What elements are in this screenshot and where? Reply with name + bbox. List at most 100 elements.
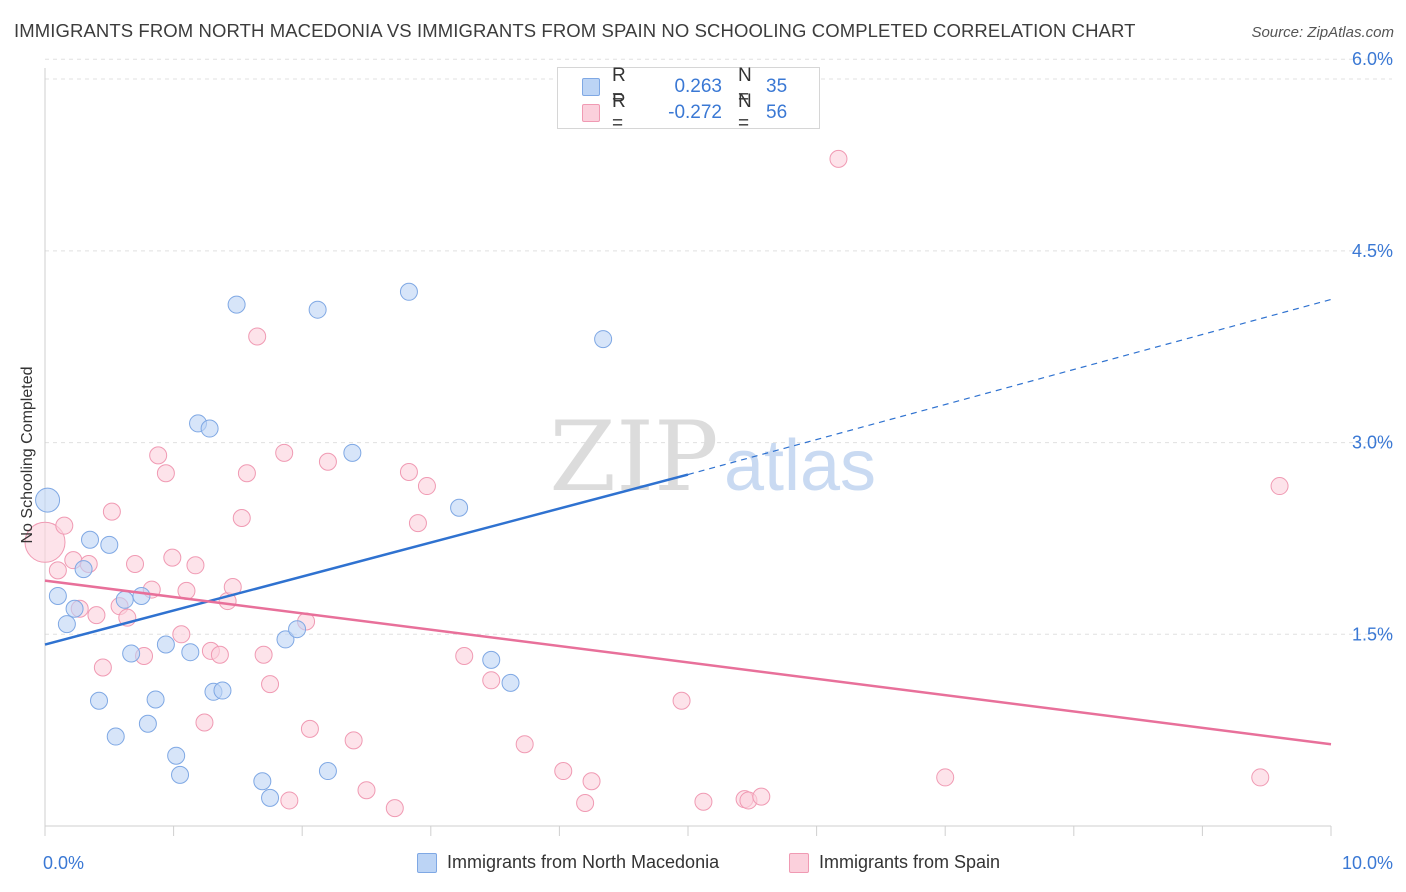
y-tick-label: 6.0% [1352,49,1393,69]
y-axis-label: No Schooling Completed [19,366,36,544]
spain-point [300,719,319,738]
spain-point [24,521,66,563]
chart-title: IMMIGRANTS FROM NORTH MACEDONIA VS IMMIG… [14,20,1136,41]
north-macedonia-point [167,746,186,765]
north-macedonia-point [90,691,109,710]
pink-swatch-icon [789,852,809,873]
blue-swatch-icon [417,852,437,873]
spain-point [156,464,175,483]
spain-point [318,452,337,471]
spain-point [936,768,955,787]
spain-point [248,327,267,346]
north-macedonia-point [122,644,141,663]
north-macedonia-point [115,590,134,609]
north-macedonia-point [171,765,190,784]
legend-item-spain: Immigrants from Spain [789,852,1000,873]
north-macedonia-trend-line [44,473,689,646]
spain-point [149,446,168,465]
r-label: R = [612,91,626,134]
spain-point [829,149,848,168]
y-tick-label: 3.0% [1352,433,1393,453]
north-macedonia-point [594,330,613,349]
north-macedonia-point [482,650,501,669]
spain-point [87,606,106,625]
watermark-zip: ZIP [549,401,718,513]
north-macedonia-point [450,498,469,517]
spain-point [385,799,404,818]
spain-point [232,509,251,528]
source-label: Source: ZipAtlas.com [1251,24,1394,41]
spain-point [280,791,299,810]
r-value: 0.263 [674,76,722,97]
north-macedonia-point [81,530,100,549]
north-macedonia-point [106,727,125,746]
legend-row-spain: R = -0.272 N = 56 [582,91,788,134]
north-macedonia-point [146,690,165,709]
spain-point [172,625,191,644]
north-macedonia-point [132,586,151,605]
spain-point [93,658,112,677]
r-label: R = [612,65,626,108]
n-value: 56 [766,102,788,123]
n-label: N = [738,65,752,108]
spain-point [752,787,771,806]
spain-point [275,443,294,462]
n-label: N = [738,91,752,134]
north-macedonia-point [399,282,418,301]
x-tick-labels: 0.0% 10.0% [43,853,1393,873]
spain-point [357,781,376,800]
spain-point [210,645,229,664]
north-macedonia-point [181,643,200,662]
legend-label: Immigrants from North Macedonia [447,852,720,872]
spain-point [186,556,205,575]
spain-point [163,548,182,567]
north-macedonia-point [74,560,93,579]
y-tick-labels: 1.5% 3.0% 4.5% 6.0% [1352,49,1393,644]
north-macedonia-point [213,681,232,700]
y-tick-label: 4.5% [1352,241,1393,261]
spain-point [455,647,474,666]
north-macedonia-point [227,295,246,314]
spain-point [55,516,74,535]
north-macedonia-point [65,599,84,618]
spain-point [554,762,573,781]
spain-point [1270,477,1289,496]
n-value: 35 [766,76,788,97]
legend-item-north-macedonia: Immigrants from North Macedonia [417,852,719,873]
correlation-legend: R = 0.263 N = 35 R = -0.272 N = 56 [557,65,820,134]
north-macedonia-point [501,673,520,692]
north-macedonia-point [261,788,280,807]
spain-point [237,464,256,483]
watermark: ZIP atlas [549,401,876,513]
spain-trend-line [44,579,1332,746]
pink-swatch-icon [582,104,600,122]
spain-point [344,731,363,750]
spain-point [672,691,691,710]
spain-point [576,793,595,812]
north-macedonia-point [156,635,175,654]
north-macedonia-point [343,443,362,462]
north-macedonia-point [48,586,67,605]
grid-lines [45,58,1392,635]
north-macedonia-point [57,615,76,634]
spain-point [408,514,427,533]
spain-point [126,555,145,574]
spain-point [399,462,418,481]
north-macedonia-point [308,300,327,319]
axes [44,68,1332,836]
spain-point [482,671,501,690]
legend-row-north-macedonia: R = 0.263 N = 35 [582,65,788,108]
north-macedonia-point [100,535,119,554]
north-macedonia-point [35,487,61,513]
r-value: -0.272 [668,102,722,123]
spain-point [102,502,121,521]
trend-lines [44,298,1332,746]
north-macedonia-point [253,772,272,791]
spain-point [254,645,273,664]
spain-point [48,561,67,580]
blue-swatch-icon [582,78,600,96]
x-tick-label: 10.0% [1342,853,1393,873]
series-north-macedonia-points [35,282,613,807]
spain-point [195,713,214,732]
